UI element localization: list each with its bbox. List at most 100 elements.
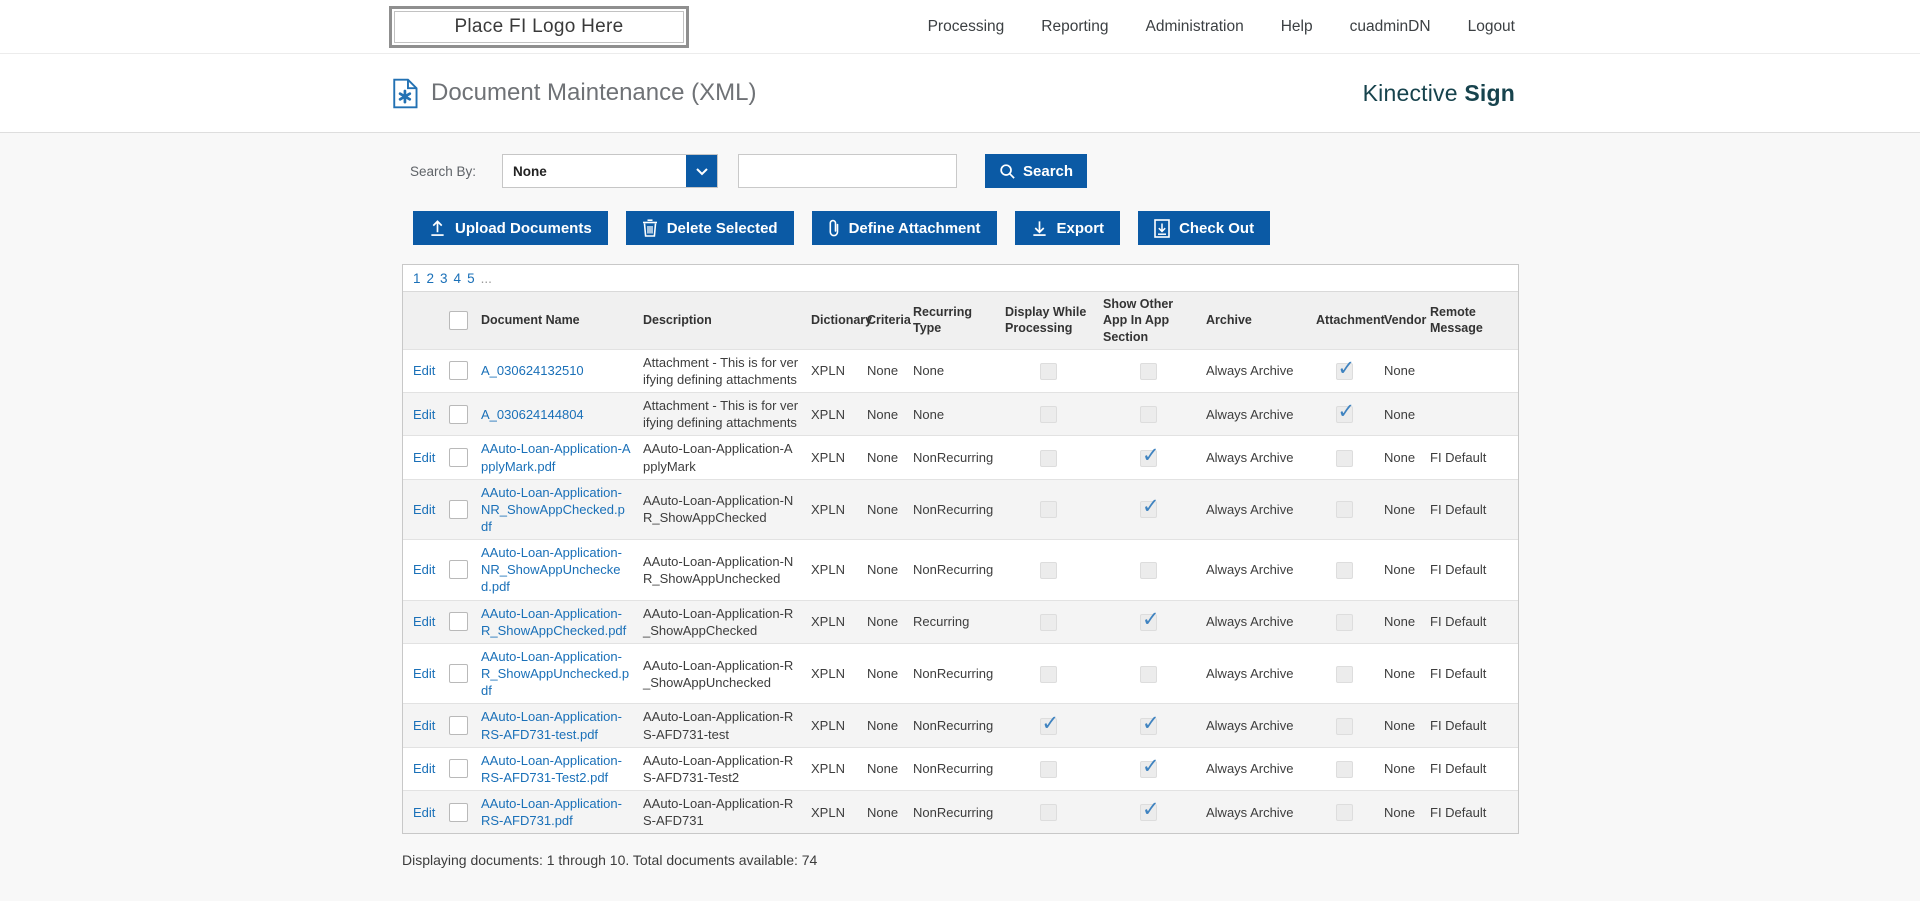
nav-item-reporting[interactable]: Reporting: [1041, 17, 1109, 35]
edit-link[interactable]: Edit: [413, 717, 436, 733]
attachment-checkbox: [1335, 501, 1353, 519]
attachment-cell: [1310, 747, 1378, 790]
row-select-checkbox[interactable]: [448, 802, 468, 822]
attachment-checkbox: [1335, 760, 1353, 778]
select-all-checkbox[interactable]: [448, 310, 468, 330]
nav-item-processing[interactable]: Processing: [927, 17, 1005, 35]
page-link-5[interactable]: 5: [467, 271, 475, 286]
row-select-checkbox[interactable]: [448, 560, 468, 580]
edit-link[interactable]: Edit: [413, 449, 436, 465]
attachment-cell: [1310, 600, 1378, 643]
recurring-type-cell: None: [913, 363, 945, 379]
results-summary: Displaying documents: 1 through 10. Tota…: [402, 852, 818, 869]
nav-item-logout[interactable]: Logout: [1467, 17, 1515, 35]
column-header-edit: [403, 292, 441, 349]
nav-item-cuadmindn[interactable]: cuadminDN: [1349, 17, 1431, 35]
nav-item-help[interactable]: Help: [1280, 17, 1313, 35]
row-select-checkbox[interactable]: [448, 448, 468, 468]
row-select-checkbox[interactable]: [448, 612, 468, 632]
description-cell: AAuto-Loan-Application-NR_ShowAppChecked: [643, 493, 794, 526]
documents-table-container: 1 2 3 4 5... Document Name Description Diction…: [402, 264, 1519, 835]
edit-link[interactable]: Edit: [413, 614, 436, 630]
document-name-link[interactable]: AAuto-Loan-Application-ApplyMark.pdf: [481, 441, 631, 474]
select-cell: [441, 643, 475, 703]
edit-link[interactable]: Edit: [413, 562, 436, 578]
export-button[interactable]: Export: [1014, 211, 1121, 245]
show-other-app-cell: ✓: [1097, 704, 1200, 747]
table-row: Edit AAuto-Loan-Application-ApplyMark.pdf…: [403, 435, 1518, 479]
trash-icon: [642, 219, 658, 237]
document-name-link[interactable]: AAuto-Loan-Application-NR_ShowAppUncheck…: [481, 545, 622, 595]
row-select-checkbox[interactable]: [448, 759, 468, 779]
recurring-type-cell: Recurring: [913, 614, 970, 630]
edit-cell: Edit: [403, 643, 441, 703]
show-other-app-checkbox: [1140, 561, 1157, 579]
archive-cell: Always Archive: [1206, 406, 1294, 422]
attachment-cell: [1310, 479, 1378, 539]
document-name-link[interactable]: AAuto-Loan-Application-R_ShowAppUnchecke…: [481, 648, 630, 699]
search-by-select[interactable]: None: [502, 154, 719, 188]
show-other-app-checkbox: ✓: [1140, 496, 1160, 519]
show-other-app-cell: ✓: [1097, 436, 1200, 479]
document-name-cell: A_030624132510: [475, 349, 637, 392]
document-name-cell: AAuto-Loan-Application-RS-AFD731-Test2.p…: [475, 747, 637, 790]
page-link-2[interactable]: 2: [426, 271, 435, 286]
check-out-button[interactable]: Check Out: [1138, 211, 1271, 245]
attachment-checkbox: [1335, 613, 1353, 631]
criteria-cell: None: [867, 406, 899, 422]
upload-documents-button[interactable]: Upload Documents: [413, 211, 608, 245]
document-name-link[interactable]: AAuto-Loan-Application-RS-AFD731-Test2.p…: [481, 752, 622, 785]
row-select-checkbox[interactable]: [448, 361, 468, 381]
document-name-link[interactable]: AAuto-Loan-Application-R_ShowAppChecked.…: [481, 605, 627, 638]
edit-link[interactable]: Edit: [413, 501, 436, 517]
document-name-link[interactable]: AAuto-Loan-Application-RS-AFD731-test.pd…: [481, 709, 622, 742]
document-name-cell: A_030624144804: [475, 393, 637, 436]
search-button[interactable]: Search: [985, 154, 1088, 188]
row-select-checkbox[interactable]: [448, 716, 468, 736]
document-name-link[interactable]: A_030624144804: [481, 406, 584, 422]
edit-link[interactable]: Edit: [413, 761, 436, 777]
select-cell: [441, 479, 475, 539]
attachment-checkbox: ✓: [1335, 401, 1355, 424]
row-select-checkbox[interactable]: [448, 664, 468, 684]
edit-cell: Edit: [403, 704, 441, 747]
top-nav: Processing Reporting Administration Help cua…: [928, 18, 1515, 36]
table-header-row: Document Name Description Dictionary Criter…: [403, 292, 1518, 350]
page-link-1[interactable]: 1: [413, 271, 421, 286]
display-while-processing-checkbox: [1039, 406, 1057, 424]
column-header-vendor: Vendor: [1384, 313, 1427, 328]
column-header-display_while_processing: Display While Processing: [1005, 305, 1087, 336]
display-while-processing-cell: ✓: [999, 704, 1097, 747]
dictionary-cell: XPLN: [811, 761, 845, 777]
display-while-processing-checkbox: [1039, 760, 1057, 778]
row-select-checkbox[interactable]: [448, 404, 468, 424]
edit-link[interactable]: Edit: [413, 363, 436, 379]
document-name-link[interactable]: AAuto-Loan-Application-NR_ShowAppChecked…: [481, 484, 625, 534]
chevron-down-icon[interactable]: [686, 155, 718, 187]
page-link-4[interactable]: 4: [453, 271, 462, 286]
edit-cell: Edit: [403, 747, 441, 790]
table-row: Edit AAuto-Loan-Application-RS-AFD731-tes…: [403, 703, 1518, 748]
define-attachment-button[interactable]: Define Attachment: [811, 211, 997, 245]
edit-link[interactable]: Edit: [413, 666, 436, 682]
page-link-3[interactable]: 3: [440, 271, 448, 286]
brand-name: Kinective: [1362, 79, 1458, 106]
row-select-checkbox[interactable]: [448, 499, 468, 519]
recurring-type-cell: NonRecurring: [913, 717, 994, 733]
document-name-link[interactable]: AAuto-Loan-Application-RS-AFD731.pdf: [481, 796, 622, 829]
criteria-cell: None: [867, 501, 899, 517]
document-name-cell: AAuto-Loan-Application-ApplyMark.pdf: [475, 436, 637, 479]
show-other-app-checkbox: [1140, 362, 1157, 380]
document-name-link[interactable]: A_030624132510: [481, 363, 584, 379]
delete-selected-button[interactable]: Delete Selected: [625, 211, 794, 245]
description-cell: AAuto-Loan-Application-R_ShowAppChecked: [643, 605, 794, 638]
edit-link[interactable]: Edit: [413, 804, 436, 820]
search-input[interactable]: [738, 154, 958, 188]
button-label: Define Attachment: [848, 219, 981, 237]
description-cell: AAuto-Loan-Application-RS-AFD731-test: [643, 709, 794, 742]
select-cell: [441, 349, 475, 392]
edit-cell: Edit: [403, 393, 441, 436]
nav-item-administration[interactable]: Administration: [1145, 17, 1244, 35]
edit-link[interactable]: Edit: [413, 406, 436, 422]
description-cell: AAuto-Loan-Application-NR_ShowAppUncheck…: [643, 553, 794, 586]
